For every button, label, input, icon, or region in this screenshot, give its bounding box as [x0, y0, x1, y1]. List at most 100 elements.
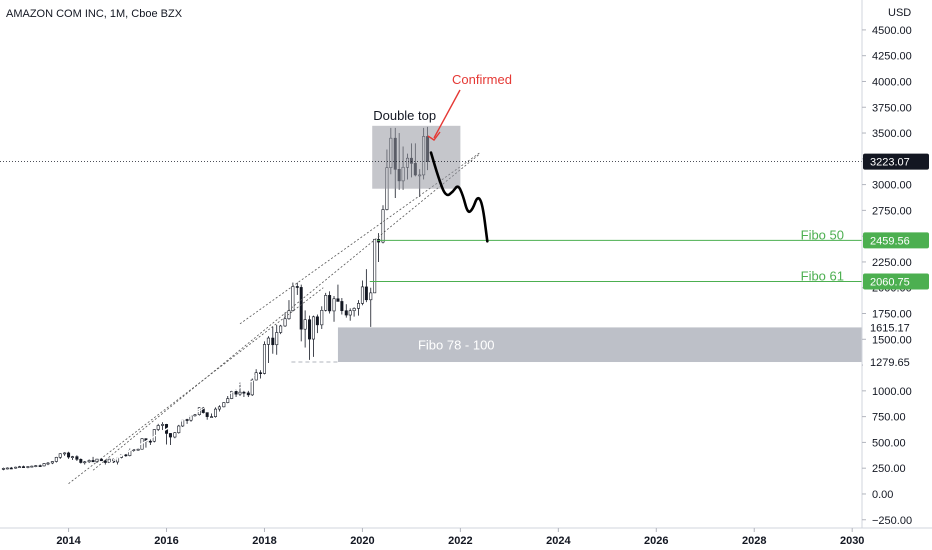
- candle-body: [38, 465, 42, 467]
- double-top-label: Double top: [373, 108, 436, 123]
- candle: [168, 433, 172, 445]
- channel-line-lower: [92, 153, 481, 471]
- candle-body: [54, 457, 58, 462]
- candle: [91, 456, 95, 463]
- fibo-zone-bottom-tag[interactable]: 1279.65: [863, 354, 929, 371]
- candle: [148, 439, 152, 445]
- candle-body: [67, 452, 71, 458]
- fibo-zone-top-tag[interactable]: 1615.17: [863, 319, 929, 336]
- price-axis[interactable]: −250.000.00250.00500.00750.001000.001250…: [861, 0, 929, 528]
- currency-label: USD: [888, 7, 911, 19]
- candle: [58, 453, 62, 459]
- candle: [332, 295, 336, 322]
- candle-body: [75, 456, 79, 460]
- fibo-zone-rect: [337, 327, 862, 363]
- candle-body: [324, 295, 328, 311]
- candle: [275, 324, 279, 355]
- candle: [311, 315, 315, 357]
- candle-body: [222, 402, 226, 408]
- candle-body: [1, 468, 5, 470]
- candle: [336, 284, 340, 302]
- candle: [262, 341, 266, 375]
- candle: [360, 280, 364, 306]
- fibo-zone-top-tag-bg: [863, 319, 929, 336]
- double-top-box: [372, 125, 461, 189]
- candle-body: [79, 459, 83, 463]
- candle-body: [161, 424, 165, 426]
- fibo-price-tag[interactable]: 2060.75: [863, 273, 929, 290]
- candle-body: [148, 440, 152, 443]
- candle-body: [340, 301, 344, 312]
- candle: [373, 238, 377, 294]
- y-tick-label: 4500.00: [872, 25, 912, 37]
- y-tick-label: −250.00: [872, 515, 912, 527]
- candle-body: [14, 466, 18, 469]
- candle: [1, 467, 5, 471]
- current-price-tag-bg: [863, 153, 929, 170]
- y-tick-label: 4250.00: [872, 51, 912, 63]
- parallel-line-b: [112, 379, 255, 461]
- candle: [377, 233, 381, 262]
- candle: [242, 390, 246, 398]
- chart-title: AMAZON COM INC, 1M, Cboe BZX: [6, 8, 183, 20]
- candle-body: [168, 433, 172, 438]
- fibo-zone-bottom-tag-text: 1279.65: [870, 357, 910, 369]
- candle: [348, 308, 352, 321]
- candle: [315, 314, 319, 334]
- candle-body: [156, 425, 160, 430]
- candle: [193, 414, 197, 417]
- x-tick-label: 2028: [742, 535, 766, 547]
- candle-body: [328, 295, 332, 312]
- candle-body: [87, 460, 91, 463]
- candle: [295, 282, 299, 295]
- candle-body: [136, 448, 140, 451]
- candle-body: [303, 319, 307, 330]
- fibo-price-tag[interactable]: 2459.56: [863, 232, 929, 249]
- candle: [70, 455, 74, 460]
- candle-body: [42, 463, 46, 467]
- fibo-label: Fibo 50: [801, 227, 844, 242]
- candle: [254, 369, 258, 381]
- candle: [222, 402, 226, 408]
- candle: [217, 405, 221, 412]
- candle: [42, 463, 46, 467]
- candle-body: [320, 310, 324, 326]
- x-tick-label: 2030: [840, 535, 864, 547]
- candle: [279, 324, 283, 335]
- candle: [107, 458, 111, 464]
- candle: [308, 315, 312, 360]
- candle-body: [271, 337, 275, 346]
- candle-body: [5, 467, 9, 470]
- candle-body: [26, 466, 30, 468]
- candle: [46, 462, 50, 466]
- candle: [75, 455, 79, 461]
- y-tick-label: 2750.00: [872, 205, 912, 217]
- y-tick-label: 2250.00: [872, 257, 912, 269]
- candle: [63, 452, 67, 456]
- candle-body: [336, 298, 340, 302]
- candle-body: [242, 391, 246, 394]
- candle-body: [70, 456, 74, 458]
- candle: [161, 422, 165, 431]
- current-price-tag[interactable]: 3223.07: [863, 153, 929, 170]
- y-tick-label: 3500.00: [872, 128, 912, 140]
- candle-body: [124, 454, 128, 457]
- candle: [271, 326, 275, 354]
- candle: [344, 304, 348, 318]
- candle-body: [46, 462, 50, 465]
- candle-body: [373, 238, 377, 294]
- candle-body: [364, 286, 368, 301]
- candle-body: [201, 407, 205, 413]
- y-tick-label: 3750.00: [872, 102, 912, 114]
- candle: [283, 312, 287, 327]
- candle: [79, 458, 83, 464]
- candle-body: [369, 292, 373, 301]
- candle: [259, 370, 263, 379]
- time-axis[interactable]: 2014 2016 2018 2020 2022 2024 2026 2028 2030: [0, 527, 932, 547]
- candle-body: [214, 408, 218, 417]
- candle-body: [254, 372, 258, 381]
- fibo-label: Fibo 61: [801, 268, 844, 283]
- x-tick-label: 2018: [252, 535, 276, 547]
- fibo-price-tag-text: 2459.56: [870, 235, 910, 247]
